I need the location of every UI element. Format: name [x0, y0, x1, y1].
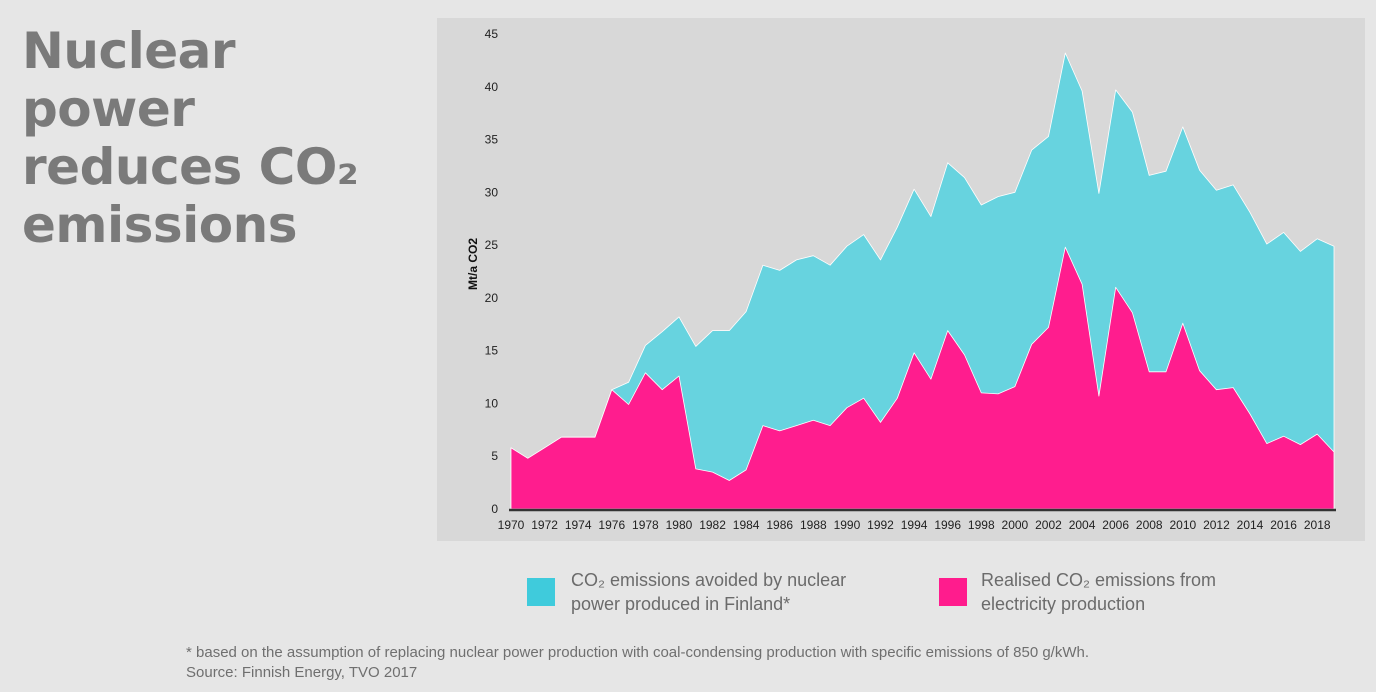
y-tick-label: 45 — [485, 27, 499, 41]
x-tick-label: 2010 — [1169, 518, 1196, 532]
y-tick-label: 15 — [485, 344, 499, 358]
x-tick-label: 1996 — [934, 518, 961, 532]
x-tick-label: 1972 — [531, 518, 558, 532]
x-tick-label: 1994 — [901, 518, 928, 532]
x-tick-label: 1992 — [867, 518, 894, 532]
y-tick-label: 40 — [485, 80, 499, 94]
y-tick-label: 30 — [485, 185, 499, 199]
footnote: * based on the assumption of replacing n… — [186, 643, 1286, 683]
x-tick-label: 1988 — [800, 518, 827, 532]
x-tick-label: 1990 — [834, 518, 861, 532]
x-tick-label: 2016 — [1270, 518, 1297, 532]
y-tick-label: 20 — [485, 291, 499, 305]
area-realised — [510, 246, 1335, 510]
x-tick-label: 2012 — [1203, 518, 1230, 532]
x-tick-label: 2004 — [1069, 518, 1096, 532]
x-tick-label: 1998 — [968, 518, 995, 532]
x-tick-label: 2014 — [1237, 518, 1264, 532]
y-axis-ticks: 0 5 10 15 20 25 30 35 40 45 — [485, 27, 499, 516]
x-tick-label: 1970 — [498, 518, 525, 532]
x-tick-label: 1982 — [699, 518, 726, 532]
chart-areas — [510, 52, 1335, 510]
footnote-source: Source: Finnish Energy, TVO 2017 — [186, 664, 418, 681]
chart-panel: 0 5 10 15 20 25 30 35 40 45 1970 1972 1974 1976 1978 1… — [437, 18, 1365, 541]
x-tick-label: 2002 — [1035, 518, 1062, 532]
chart-legend: CO₂ emissions avoided by nuclear power p… — [0, 568, 1376, 628]
x-tick-label: 1984 — [733, 518, 760, 532]
x-tick-label: 2000 — [1002, 518, 1029, 532]
title-line-2: reduces CO₂ — [22, 138, 359, 196]
y-tick-label: 5 — [491, 449, 498, 463]
legend-swatch-avoided — [527, 578, 555, 606]
y-tick-label: 25 — [485, 238, 499, 252]
x-tick-label: 1986 — [766, 518, 793, 532]
footnote-assumption: * based on the assumption of replacing n… — [186, 644, 1090, 661]
legend-label-avoided: CO₂ emissions avoided by nuclear power p… — [571, 570, 847, 614]
y-axis-label: Mt/a CO2 — [466, 238, 480, 290]
legend-label-realised: Realised CO₂ emissions from electricity … — [981, 570, 1217, 614]
x-tick-label: 1978 — [632, 518, 659, 532]
y-tick-label: 35 — [485, 133, 499, 147]
page-title: Nuclear power reduces CO₂ emissions — [22, 22, 422, 254]
title-line-1: Nuclear power — [22, 22, 236, 138]
legend-swatch-realised — [939, 578, 967, 606]
x-tick-label: 2018 — [1304, 518, 1331, 532]
x-tick-label: 2006 — [1102, 518, 1129, 532]
x-tick-label: 1976 — [598, 518, 625, 532]
x-tick-label: 1974 — [565, 518, 592, 532]
title-line-3: emissions — [22, 196, 298, 254]
x-tick-label: 1980 — [666, 518, 693, 532]
x-tick-label: 2008 — [1136, 518, 1163, 532]
x-axis-ticks: 1970 1972 1974 1976 1978 1980 1982 1984 1986 1988… — [498, 518, 1331, 532]
y-tick-label: 10 — [485, 396, 499, 410]
y-tick-label: 0 — [491, 502, 498, 516]
